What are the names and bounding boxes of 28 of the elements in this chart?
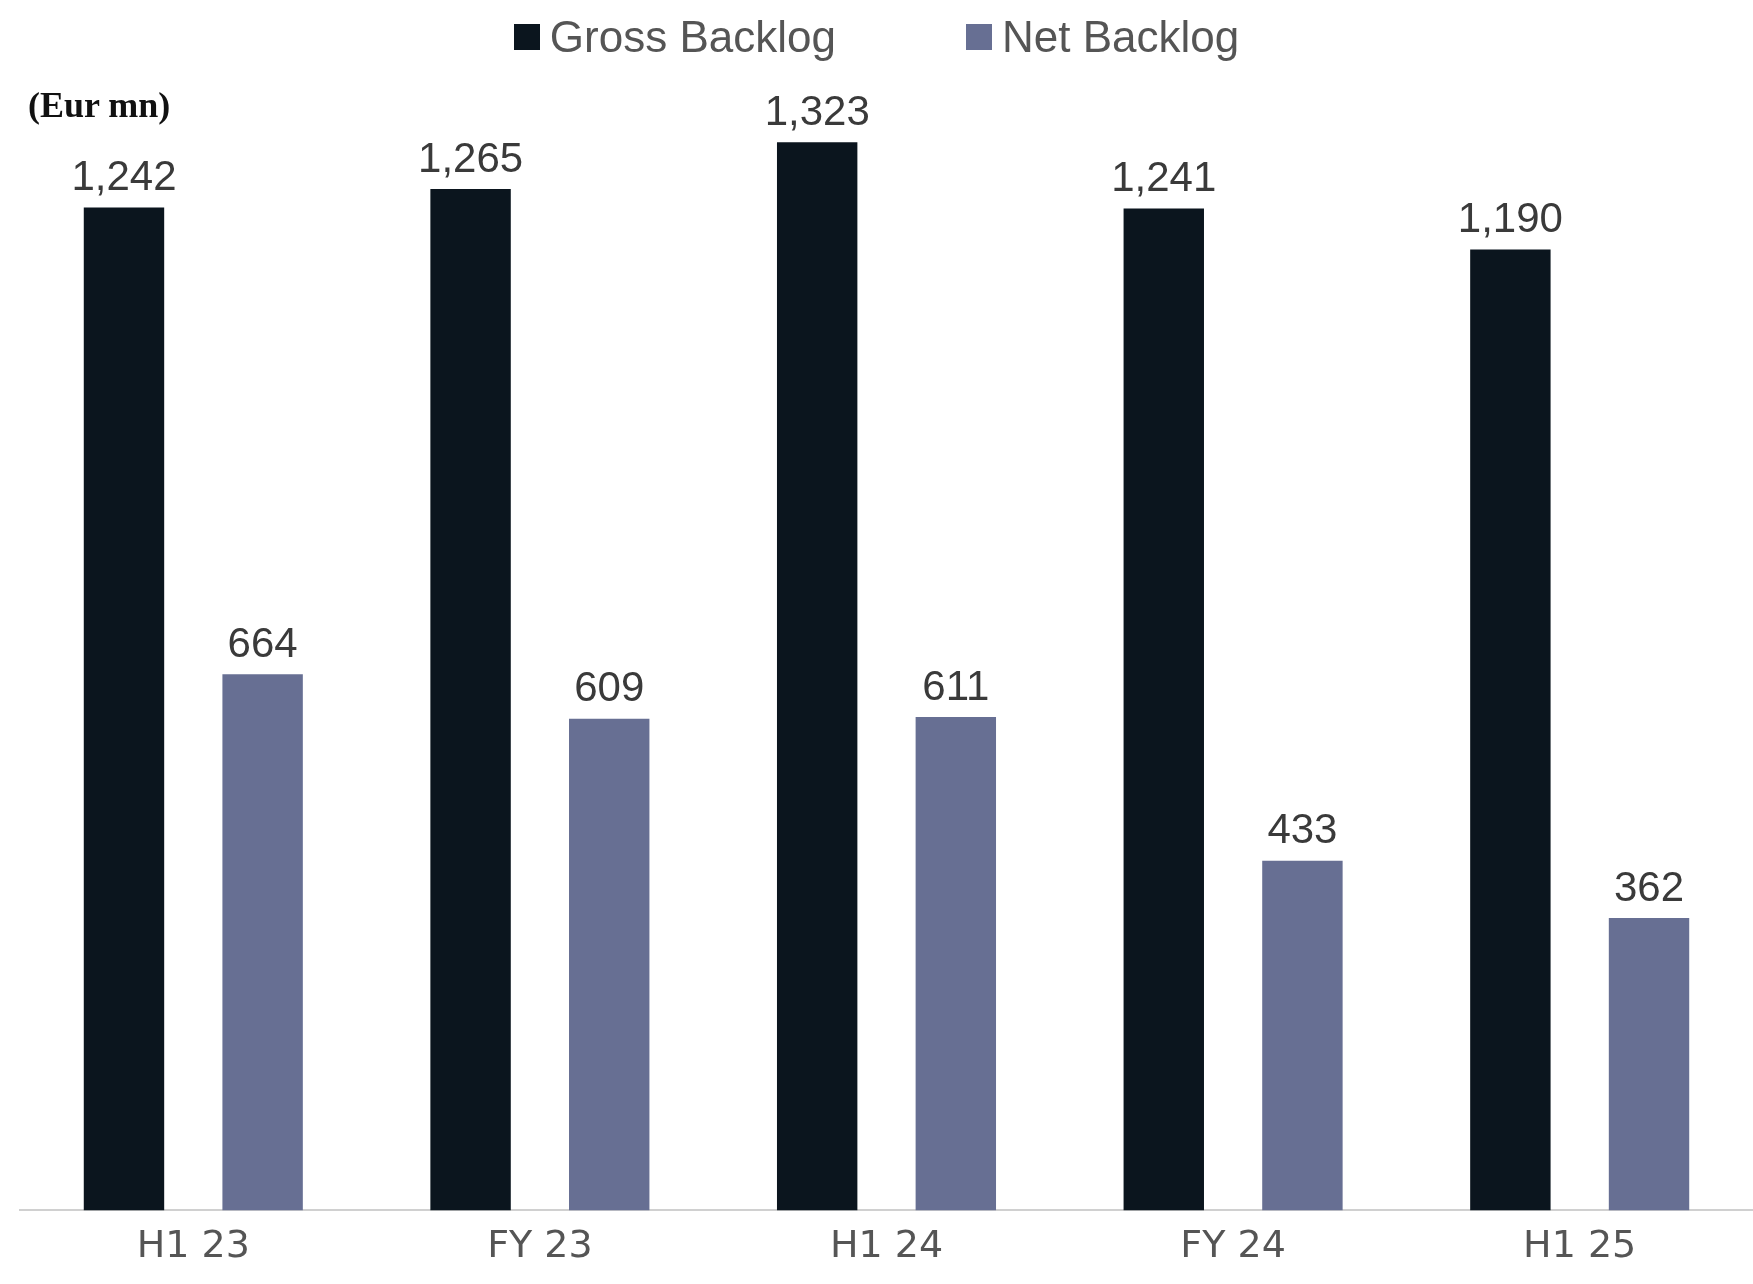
- legend-label: Gross Backlog: [549, 12, 836, 62]
- data-label: 1,190: [1457, 194, 1563, 242]
- x-tick-label: H1 24: [829, 1222, 944, 1267]
- bar: [776, 142, 858, 1211]
- bar: [222, 674, 303, 1211]
- data-label: 664: [227, 618, 298, 666]
- data-label: 1,265: [418, 133, 524, 181]
- x-tick-label: H1 25: [1523, 1222, 1637, 1267]
- data-label: 609: [574, 663, 645, 711]
- data-label: 1,242: [71, 152, 177, 200]
- y-axis-title: (Eur mn): [28, 84, 171, 126]
- bar: [83, 207, 165, 1211]
- bar: [1608, 918, 1690, 1211]
- bar: [569, 718, 650, 1211]
- data-label: 611: [922, 661, 990, 709]
- bar: [915, 717, 997, 1211]
- x-tick-label: FY 23: [487, 1222, 593, 1267]
- bar: [1470, 249, 1551, 1211]
- x-tick-label: H1 23: [136, 1222, 250, 1267]
- bar: [430, 189, 511, 1211]
- bar: [1262, 860, 1343, 1211]
- bar: [1123, 208, 1204, 1211]
- data-label: 433: [1267, 805, 1338, 853]
- x-tick-label: FY 24: [1180, 1222, 1286, 1267]
- legend-label: Net Backlog: [1001, 12, 1240, 62]
- data-label: 1,241: [1111, 152, 1217, 200]
- data-label: 362: [1613, 862, 1685, 910]
- data-label: 1,323: [764, 86, 870, 134]
